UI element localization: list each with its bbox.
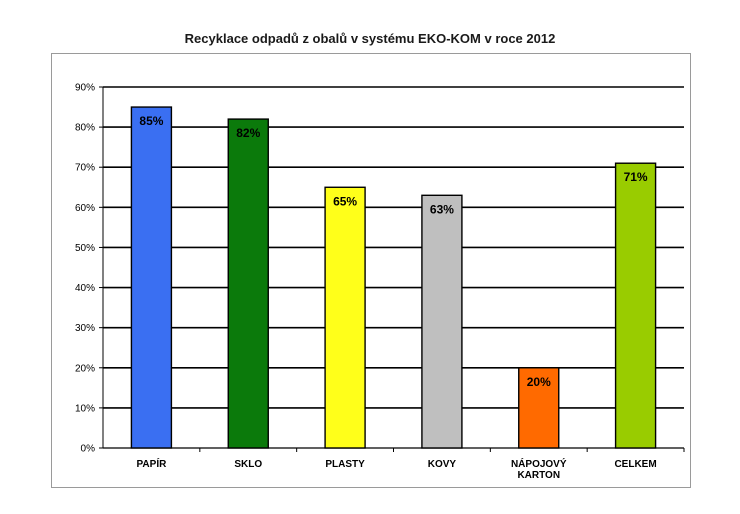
data-labels: 85% 82% 65% 63% 20% 71% bbox=[139, 114, 648, 389]
x-tick-label: SKLO bbox=[234, 459, 262, 470]
y-axis-ticks: 0% 10% 20% 30% 40% 50% 60% 70% 80% 90% bbox=[75, 83, 95, 455]
data-label: 85% bbox=[139, 114, 163, 128]
bars bbox=[130, 106, 657, 449]
x-tick-label: NÁPOJOVÝ bbox=[511, 457, 567, 470]
y-tick-label: 90% bbox=[75, 83, 95, 94]
data-label: 20% bbox=[527, 375, 551, 389]
x-tick-label: PAPÍR bbox=[137, 457, 168, 470]
x-tick-label: KARTON bbox=[517, 470, 560, 481]
y-tick-label: 30% bbox=[75, 323, 95, 334]
x-tick-label: PLASTY bbox=[325, 459, 365, 470]
bar bbox=[421, 194, 463, 449]
bar bbox=[130, 106, 173, 449]
chart-title: Recyklace odpadů z obalů v systému EKO-K… bbox=[184, 31, 556, 46]
data-label: 71% bbox=[624, 170, 648, 184]
y-tick-label: 20% bbox=[75, 363, 95, 374]
x-tick-label: KOVY bbox=[428, 459, 457, 470]
x-tick-label: CELKEM bbox=[614, 459, 656, 470]
bar bbox=[324, 186, 366, 449]
y-tick-label: 60% bbox=[75, 203, 95, 214]
gridlines bbox=[99, 86, 684, 449]
data-label: 63% bbox=[430, 202, 454, 216]
y-tick-label: 0% bbox=[81, 444, 96, 455]
y-tick-label: 80% bbox=[75, 123, 95, 134]
bar bbox=[227, 118, 269, 449]
bar bbox=[614, 162, 657, 449]
data-label: 65% bbox=[333, 194, 357, 208]
bar bbox=[518, 367, 560, 449]
data-label: 82% bbox=[236, 126, 260, 140]
y-tick-label: 10% bbox=[75, 403, 95, 414]
y-tick-label: 40% bbox=[75, 283, 95, 294]
y-tick-label: 70% bbox=[75, 163, 95, 174]
y-tick-label: 50% bbox=[75, 243, 95, 254]
